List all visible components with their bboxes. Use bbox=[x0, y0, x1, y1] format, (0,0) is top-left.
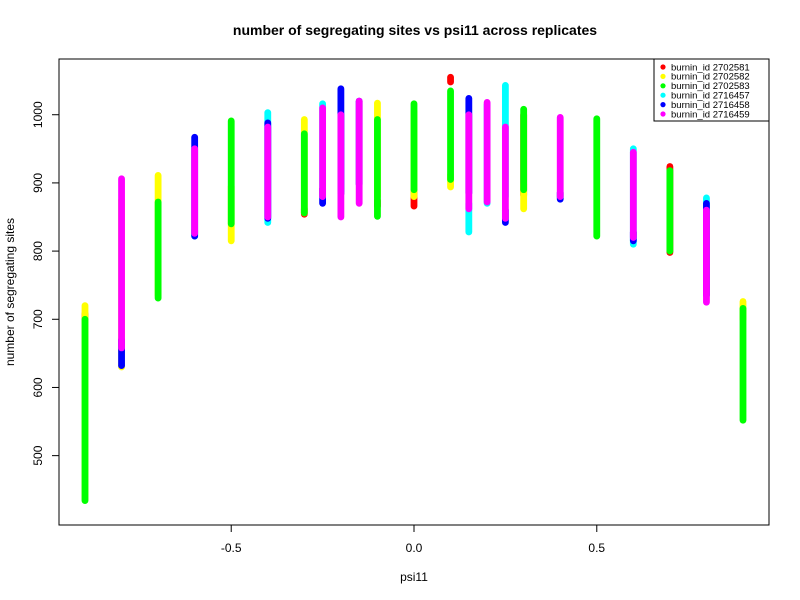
point-column bbox=[337, 111, 345, 221]
psi-group bbox=[739, 298, 747, 424]
point-column bbox=[520, 105, 528, 194]
legend-entry: burnin_id 2702583 bbox=[660, 81, 750, 92]
psi-group bbox=[154, 172, 162, 302]
point-column bbox=[739, 304, 747, 424]
chart-title: number of segregating sites vs psi11 acr… bbox=[233, 22, 597, 38]
point-column bbox=[355, 97, 363, 207]
y-tick-label: 500 bbox=[31, 445, 45, 465]
point-column bbox=[501, 123, 509, 222]
x-axis-label: psi11 bbox=[400, 570, 428, 584]
y-tick-label: 1000 bbox=[31, 101, 45, 128]
y-tick-label: 800 bbox=[31, 241, 45, 261]
point-column bbox=[666, 167, 674, 255]
psi-group bbox=[520, 105, 528, 213]
psi-group bbox=[300, 116, 308, 218]
point-column bbox=[154, 198, 162, 302]
legend-entry: burnin_id 2716459 bbox=[660, 109, 750, 120]
y-axis: 500 600 700 800 900 1000 bbox=[31, 101, 60, 466]
point-column bbox=[465, 111, 473, 213]
point-column bbox=[447, 73, 454, 86]
point-column bbox=[593, 115, 601, 240]
psi-group bbox=[264, 109, 272, 226]
psi-group bbox=[556, 114, 564, 203]
x-tick-label: -0.5 bbox=[221, 541, 242, 555]
legend-entry: burnin_id 2702582 bbox=[660, 72, 750, 83]
point-column bbox=[410, 100, 418, 194]
psi-group bbox=[447, 73, 454, 191]
legend-entry: burnin_id 2716457 bbox=[660, 91, 750, 102]
point-column bbox=[227, 117, 235, 228]
point-column bbox=[374, 116, 381, 220]
point-column bbox=[118, 175, 125, 352]
point-column bbox=[629, 148, 637, 241]
legend-entry: burnin_id 2716458 bbox=[660, 100, 750, 111]
psi-group bbox=[81, 302, 89, 505]
point-column bbox=[264, 123, 272, 221]
psi-group bbox=[337, 85, 345, 221]
psi-group bbox=[118, 175, 125, 371]
psi-group bbox=[227, 117, 235, 245]
y-tick-label: 900 bbox=[31, 173, 45, 193]
psi-group bbox=[465, 94, 473, 236]
point-column bbox=[191, 145, 199, 237]
legend-marker bbox=[660, 102, 666, 108]
y-tick-label: 600 bbox=[31, 377, 45, 397]
psi-group bbox=[703, 194, 710, 306]
legend-box bbox=[653, 58, 770, 122]
psi-group bbox=[593, 115, 601, 240]
point-column bbox=[447, 87, 454, 183]
point-column bbox=[319, 104, 327, 200]
point-column bbox=[556, 114, 564, 200]
legend-label: burnin_id 2702583 bbox=[671, 81, 750, 92]
psi-group bbox=[374, 99, 381, 220]
y-axis-label: number of segregating sites bbox=[3, 218, 17, 366]
point-column bbox=[81, 315, 89, 505]
legend-label: burnin_id 2702581 bbox=[671, 62, 750, 73]
y-tick-label: 700 bbox=[31, 309, 45, 329]
legend-marker bbox=[660, 92, 666, 98]
legend-label: burnin_id 2716457 bbox=[671, 91, 750, 102]
legend-marker bbox=[660, 83, 666, 89]
psi-group bbox=[355, 97, 363, 207]
data-points bbox=[81, 73, 747, 505]
psi-group bbox=[666, 163, 674, 256]
psi-group bbox=[483, 99, 491, 207]
legend-label: burnin_id 2716458 bbox=[671, 100, 750, 111]
legend-marker bbox=[660, 111, 666, 117]
psi-group bbox=[410, 100, 418, 210]
legend-entry: burnin_id 2702581 bbox=[660, 62, 750, 73]
psi-group bbox=[319, 100, 327, 207]
psi-group bbox=[191, 133, 199, 240]
psi-group bbox=[501, 82, 509, 226]
psi-group bbox=[629, 145, 637, 248]
legend-marker bbox=[660, 73, 666, 79]
legend-label: burnin_id 2702582 bbox=[671, 72, 750, 83]
point-column bbox=[300, 130, 308, 217]
x-tick-label: 0.0 bbox=[406, 541, 423, 555]
legend-label: burnin_id 2716459 bbox=[671, 109, 750, 120]
legend-marker bbox=[660, 64, 666, 70]
point-column bbox=[703, 206, 710, 306]
x-tick-label: 0.5 bbox=[588, 541, 605, 555]
point-column bbox=[483, 99, 491, 206]
x-axis: -0.5 0.0 0.5 bbox=[221, 524, 605, 555]
